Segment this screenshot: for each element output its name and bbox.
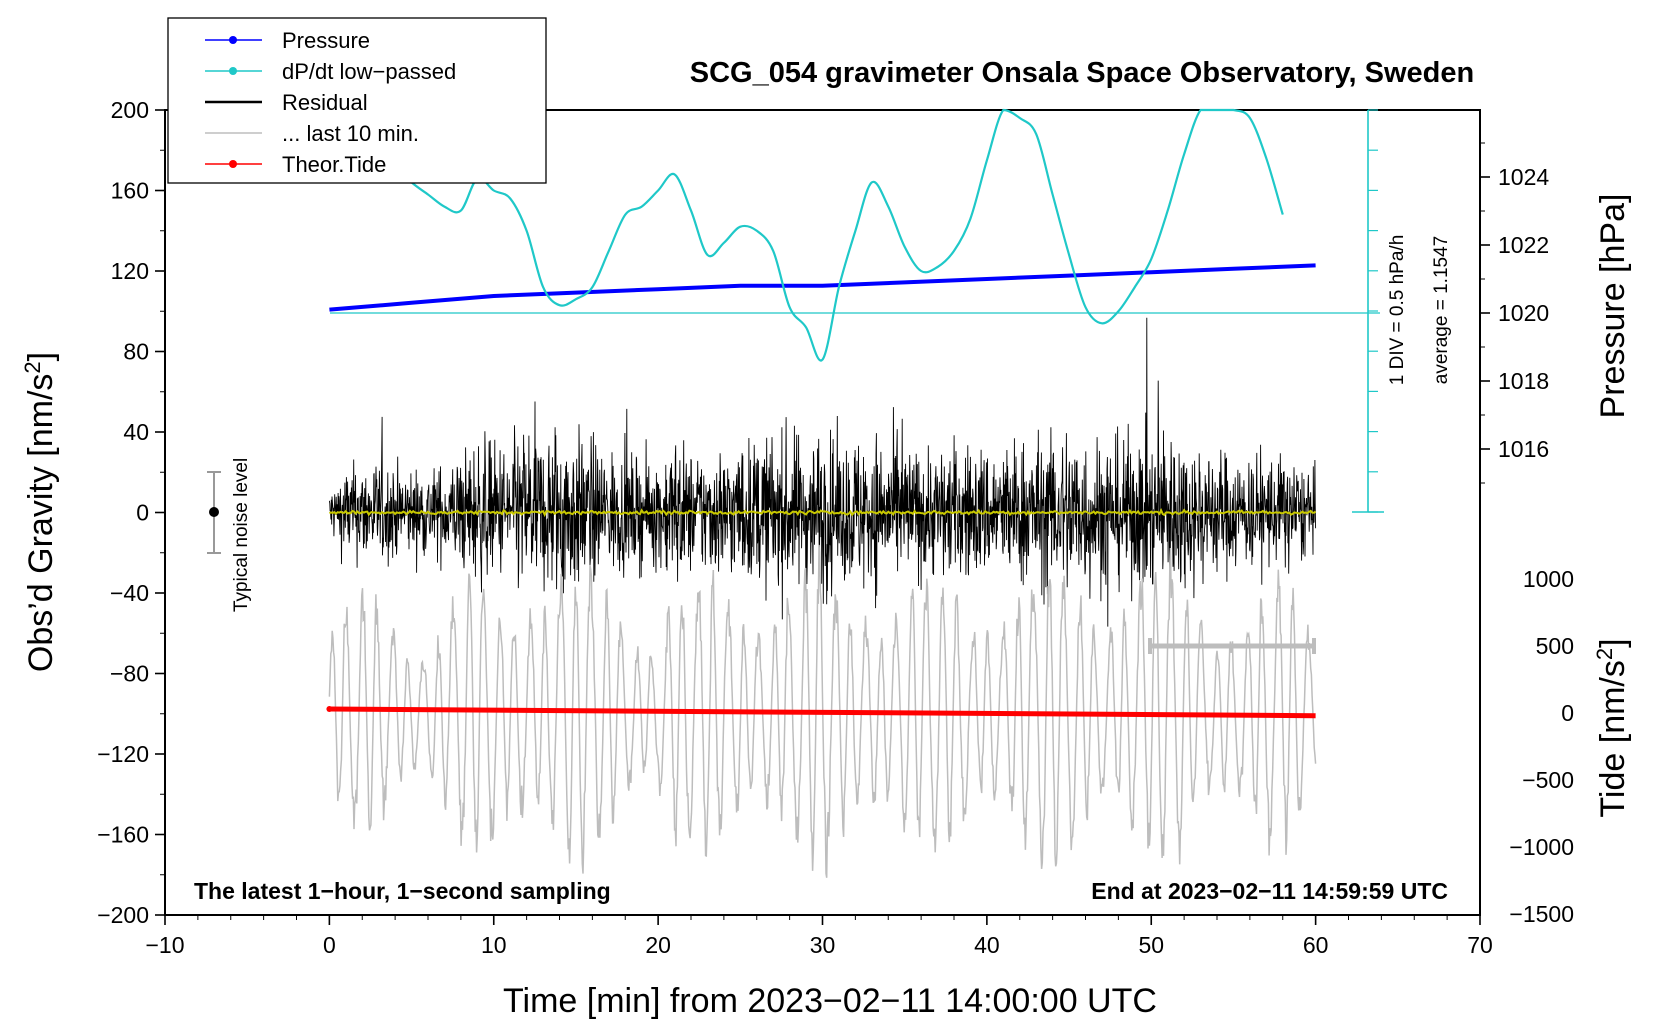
tide-point (326, 706, 333, 712)
legend-label: Theor.Tide (282, 152, 386, 177)
x-axis-label: Time [min] from 2023−02−11 14:00:00 UTC (503, 982, 1157, 1020)
tide-tick-label: 0 (1561, 700, 1574, 726)
legend-label: ... last 10 min. (282, 121, 419, 146)
residual-series (328, 317, 1317, 627)
average-annotation: average = 1.1547 (1431, 236, 1452, 384)
y-axis-ticks: 200 160 120 80 40 0 −40 −80 −120 −160 −200 (97, 97, 165, 928)
pressure-axis-ticks: 1024 1022 1020 1018 1016 (1480, 142, 1549, 484)
y-tick-label: 80 (123, 339, 149, 365)
tide-axis-label: Tide [nm/s2] (1592, 638, 1632, 817)
pressure-tick-label: 1016 (1498, 436, 1549, 462)
y-tick-label: 120 (111, 258, 149, 284)
pressure-line (329, 263, 1316, 312)
tide-axis-ticks: 1000 500 0 −500 −1000 −1500 (1509, 566, 1574, 927)
legend-marker (229, 160, 237, 168)
tide-tick-label: −1000 (1509, 834, 1574, 860)
legend-label: Residual (282, 90, 368, 115)
divider-annotation: 1 DIV = 0.5 hPa/h (1387, 235, 1408, 386)
x-tick-label: 20 (645, 932, 671, 958)
last-10-min-bar (1148, 638, 1316, 654)
x-tick-label: 50 (1138, 932, 1164, 958)
y-tick-label: 160 (111, 178, 149, 204)
y-tick-label: −120 (97, 741, 149, 767)
tide-series (326, 706, 1316, 719)
noise-label: Typical noise level (231, 458, 252, 612)
pressure-axis-label: Pressure [hPa] (1594, 194, 1632, 419)
y-tick-label: −160 (97, 822, 149, 848)
pressure-series (329, 263, 1316, 312)
chart-title: SCG_054 gravimeter Onsala Space Observat… (690, 57, 1474, 89)
x-axis-ticks: −10 0 10 20 30 40 50 60 70 (145, 915, 1493, 958)
pressure-tick-label: 1022 (1498, 232, 1549, 258)
legend-marker (229, 36, 237, 44)
x-tick-label: 10 (481, 932, 507, 958)
x-tick-label: 0 (323, 932, 336, 958)
x-tick-label: −10 (145, 932, 184, 958)
x-tick-label: 40 (974, 932, 1000, 958)
x-tick-label: 70 (1467, 932, 1493, 958)
legend: Pressure dP/dt low−passed Residual ... last… (167, 17, 547, 184)
footer-left: The latest 1−hour, 1−second sampling (194, 878, 611, 904)
dpdt-scale-bar (1352, 109, 1384, 513)
dpdt-line (394, 108, 1284, 362)
y-tick-label: 40 (123, 419, 149, 445)
pressure-tick-label: 1024 (1498, 164, 1549, 190)
tide-tick-label: −500 (1522, 767, 1574, 793)
dpdt-series (394, 108, 1284, 362)
y-tick-label: 200 (111, 97, 149, 123)
y-tick-label: −40 (110, 580, 149, 606)
pressure-tick-label: 1018 (1498, 368, 1549, 394)
noise-level-marker (207, 471, 221, 554)
x-tick-label: 30 (810, 932, 836, 958)
legend-label: Pressure (282, 28, 370, 53)
y-tick-label: 0 (136, 500, 149, 526)
tide-tick-label: 500 (1536, 633, 1574, 659)
legend-marker (229, 67, 237, 75)
last-10-min-line (328, 544, 1317, 878)
y-tick-label: −80 (110, 661, 149, 687)
tide-tick-label: 1000 (1523, 566, 1574, 592)
last-10-min-series (328, 544, 1317, 878)
residual-mean-line-path (328, 508, 1317, 518)
x-tick-label: 60 (1303, 932, 1329, 958)
footer-right: End at 2023−02−11 14:59:59 UTC (1091, 878, 1448, 904)
residual-line (328, 317, 1317, 627)
y-axis-label: Obs’d Gravity [nm/s2] (20, 352, 60, 672)
legend-label: dP/dt low−passed (282, 59, 456, 84)
tide-tick-label: −1500 (1509, 901, 1574, 927)
tide-line (329, 706, 1316, 719)
y-tick-label: −200 (97, 902, 149, 928)
pressure-tick-label: 1020 (1498, 300, 1549, 326)
residual-mean-line (328, 508, 1317, 518)
